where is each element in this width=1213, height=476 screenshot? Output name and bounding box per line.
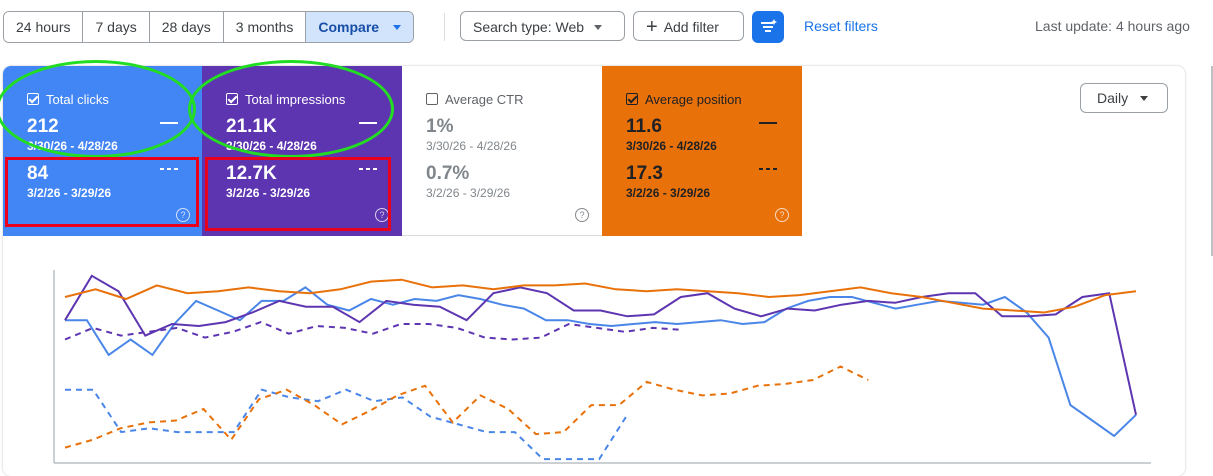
checkbox-icon[interactable] bbox=[626, 93, 638, 105]
range-3-months[interactable]: 3 months bbox=[223, 12, 307, 42]
chevron-down-icon bbox=[393, 24, 402, 30]
metric-card-total-impressions[interactable]: Total impressions 21.1K 3/30/26 - 4/28/2… bbox=[202, 66, 402, 236]
dashed-line-icon bbox=[359, 168, 377, 170]
metric-current-range: 3/30/26 - 4/28/26 bbox=[27, 139, 118, 153]
scrollbar[interactable] bbox=[1211, 66, 1213, 256]
add-filter-button[interactable]: + Add filter bbox=[633, 11, 744, 41]
dashed-line-icon bbox=[759, 168, 777, 170]
solid-line-icon bbox=[759, 122, 777, 124]
solid-line-icon bbox=[160, 122, 178, 124]
metric-label: Average position bbox=[645, 91, 742, 107]
metric-previous-value: 12.7K bbox=[226, 163, 277, 184]
series-line-average-position-previous bbox=[64, 365, 869, 449]
checkbox-icon[interactable] bbox=[426, 93, 438, 105]
range-24-hours[interactable]: 24 hours bbox=[4, 12, 84, 42]
performance-line-chart bbox=[53, 270, 1151, 464]
help-icon[interactable]: ? bbox=[575, 208, 589, 222]
range-compare-label: Compare bbox=[318, 19, 380, 35]
metric-card-average-ctr[interactable]: Average CTR 1% 3/30/26 - 4/28/26 0.7% 3/… bbox=[402, 66, 602, 236]
metric-card-total-clicks[interactable]: Total clicks 212 3/30/26 - 4/28/26 84 3/… bbox=[3, 66, 203, 236]
series-line-total-clicks bbox=[65, 286, 1137, 438]
metric-previous-value: 84 bbox=[27, 163, 49, 184]
last-update-text: Last update: 4 hours ago bbox=[1035, 18, 1190, 34]
granularity-dropdown[interactable]: Daily bbox=[1080, 83, 1168, 113]
range-7-days[interactable]: 7 days bbox=[83, 12, 150, 42]
checkbox-icon[interactable] bbox=[226, 93, 238, 105]
metric-previous-range: 3/2/26 - 3/29/26 bbox=[226, 186, 311, 200]
toolbar: 24 hours 7 days 28 days 3 months Compare… bbox=[0, 0, 1213, 52]
date-range-selector: 24 hours 7 days 28 days 3 months Compare bbox=[3, 11, 415, 43]
metric-previous-value: 0.7% bbox=[426, 163, 470, 184]
metric-current-value: 1% bbox=[426, 116, 454, 137]
checkbox-icon[interactable] bbox=[27, 93, 39, 105]
filter-icon-button[interactable] bbox=[752, 11, 784, 43]
metric-current-value: 212 bbox=[27, 116, 59, 137]
search-type-label: Search type: Web bbox=[473, 19, 585, 35]
plus-icon: + bbox=[646, 16, 658, 39]
metric-label: Total impressions bbox=[245, 91, 346, 107]
series-line-total-clicks-previous bbox=[65, 388, 629, 461]
chevron-down-icon bbox=[1140, 95, 1149, 101]
chevron-down-icon bbox=[594, 24, 603, 30]
metric-previous-value: 17.3 bbox=[626, 163, 663, 184]
help-icon[interactable]: ? bbox=[176, 208, 190, 222]
solid-line-icon bbox=[359, 122, 377, 124]
series-line-average-position bbox=[64, 278, 1137, 314]
range-compare[interactable]: Compare bbox=[306, 12, 414, 42]
toolbar-divider bbox=[444, 13, 445, 41]
metric-current-value: 11.6 bbox=[626, 116, 662, 137]
search-type-dropdown[interactable]: Search type: Web bbox=[460, 11, 625, 41]
series-line-total-impressions-previous bbox=[64, 321, 681, 341]
metric-current-range: 3/30/26 - 4/28/26 bbox=[426, 139, 517, 153]
chart-series-layer bbox=[64, 274, 1137, 461]
metric-card-average-position[interactable]: Average position 11.6 3/30/26 - 4/28/26 … bbox=[602, 66, 802, 236]
add-filter-label: Add filter bbox=[663, 19, 719, 35]
metric-label: Total clicks bbox=[46, 91, 109, 107]
performance-panel: Total clicks 212 3/30/26 - 4/28/26 84 3/… bbox=[3, 66, 1185, 476]
metric-current-value: 21.1K bbox=[226, 116, 277, 137]
metric-current-range: 3/30/26 - 4/28/26 bbox=[626, 139, 717, 153]
metric-previous-range: 3/2/26 - 3/29/26 bbox=[626, 186, 711, 200]
metric-current-range: 3/30/26 - 4/28/26 bbox=[226, 139, 317, 153]
metric-label: Average CTR bbox=[445, 91, 524, 107]
dashed-line-icon bbox=[160, 168, 178, 170]
metric-previous-range: 3/2/26 - 3/29/26 bbox=[27, 186, 112, 200]
series-line-total-impressions bbox=[64, 274, 1137, 416]
metric-previous-range: 3/2/26 - 3/29/26 bbox=[426, 186, 511, 200]
help-icon[interactable]: ? bbox=[775, 208, 789, 222]
filter-sparkle-icon bbox=[761, 19, 777, 32]
range-28-days[interactable]: 28 days bbox=[149, 12, 224, 42]
granularity-label: Daily bbox=[1097, 90, 1129, 106]
reset-filters-link[interactable]: Reset filters bbox=[804, 18, 878, 34]
